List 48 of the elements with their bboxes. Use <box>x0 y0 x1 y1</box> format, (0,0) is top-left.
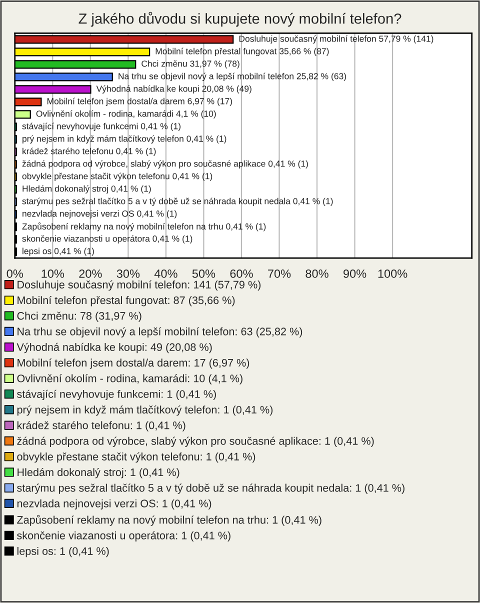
data-label: Hledám dokonalý stroj 0,41 % (1) <box>22 185 151 194</box>
data-label: lepsi os 0,41 % (1) <box>22 248 94 256</box>
legend-label: krádež starého telefonu: 1 (0,41 %) <box>17 421 186 432</box>
legend-label: starýmu pes sežral tlačítko 5 a v tý době už se náhrada koupit nedala: 1 (0,41 %) <box>17 484 404 494</box>
data-label: obvykle přestane stačit výkon telefonu 0,41 % (1) <box>22 172 212 181</box>
data-label: Dosluhuje současný mobilní telefon 57,79 % (141) <box>239 35 434 44</box>
legend-label: Ovlivnění okolím - rodina, kamarádi: 10 (4,1 %) <box>17 374 242 384</box>
data-label: žádná podpora od výrobce, slabý výkon pro současné aplikace 0,41 % (1) <box>22 160 308 168</box>
x-tick-label: 20% <box>79 270 102 278</box>
legend-label: Hledám dokonalý stroj: 1 (0,41 %) <box>18 468 180 478</box>
data-label: Na trhu se objevil nový a lepší mobilní telefon 25,82 % (63) <box>118 72 346 82</box>
data-label: Chci změnu 31,97 % (78) <box>142 60 240 68</box>
data-label: Mobilní telefon jsem dostal/a darem 6,97 % (17) <box>47 98 232 106</box>
data-label: Výhodná nabídka ke koupi 20,08 % (49) <box>96 85 252 94</box>
x-tick-label: 50% <box>192 270 216 278</box>
legend-label: Výhodná nabídka ke koupi: 49 (20,08 %) <box>16 342 212 354</box>
x-tick-label: 0% <box>6 270 23 278</box>
x-tick-label: 80% <box>306 270 328 278</box>
legend-label: obvykle přestane stačit výkon telefonu: 1 (0,41 %) <box>17 452 256 463</box>
legend-label: nezvlada nejnovejsi verzi OS: 1 (0,41 %) <box>17 499 212 510</box>
legend-label: Chci změnu: 78 (31,97 %) <box>17 312 142 322</box>
legend-label: Dosluhuje současný mobilní telefon: 141 (57,79 %) <box>18 280 261 291</box>
data-label: Mobilní telefon přestal fungovat 35,66 % (87) <box>156 48 329 56</box>
data-label: starýmu pes sežral tlačítko 5 a v tý době už se náhrada koupit nedala 0,41 % (1) <box>22 198 333 206</box>
data-label: krádež starého telefonu 0,41 % (1) <box>22 148 156 156</box>
legend-label: lepsi os: 1 (0,41 %) <box>17 546 109 558</box>
x-tick-label: 70% <box>268 270 291 278</box>
data-label: prý nejsem in když mám tlačítkový telefon 0,41 % (1) <box>22 135 226 144</box>
legend-label: žádná podpora od výrobce, slabý výkon pro současné aplikace: 1 (0,41 %) <box>17 436 374 447</box>
x-tick-label: 90% <box>344 270 366 278</box>
x-tick-label: 60% <box>230 270 253 278</box>
data-label: stávající nevyhovuje funkcemi 0,41 % (1) <box>22 122 180 132</box>
chart-title: Z jakého důvodu si kupujete nový mobilní telefon? <box>78 12 402 27</box>
data-label: Ovlivnění okolím - rodina, kamarádi 4,1 % (10) <box>36 110 216 119</box>
x-tick-label: 30% <box>116 270 140 278</box>
legend-label: stávající nevyhovuje funkcemi: 1 (0,41 %) <box>17 390 216 400</box>
x-tick-label: 40% <box>154 270 178 278</box>
data-label: Zapůsobení reklamy na nový mobilní telefon na trhu 0,41 % (1) <box>22 222 266 232</box>
data-label: nezvlada nejnovejsi verzi OS 0,41 % (1) <box>22 210 177 218</box>
legend-label: Mobilní telefon přestal fungovat: 87 (35,66 %) <box>18 296 235 306</box>
data-label: skončenie viazanosti u operátora 0,41 % (1) <box>22 235 192 244</box>
legend-label: Zapůsobení reklamy na nový mobilní telefon na trhu: 1 (0,41 %) <box>17 514 322 526</box>
legend-label: skončenie viazanosti u operátora: 1 (0,41 %) <box>17 531 230 542</box>
legend-label: prý nejsem in když mám tlačítkový telefon: 1 (0,41 %) <box>17 405 273 416</box>
legend-label: Mobilní telefon jsem dostal/a darem: 17 (6,97 %) <box>18 358 250 369</box>
x-tick-label: 10% <box>42 270 64 278</box>
x-tick-label: 100% <box>378 270 408 278</box>
legend-label: Na trhu se objevil nový a lepší mobilní telefon: 63 (25,82 %) <box>18 327 302 338</box>
